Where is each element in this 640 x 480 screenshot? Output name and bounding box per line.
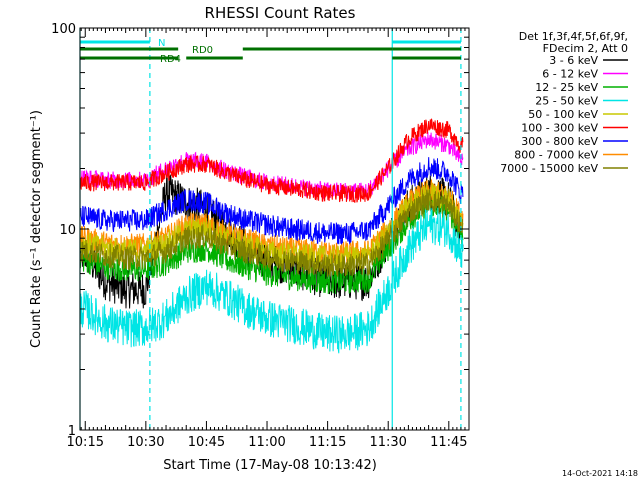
legend-label: 50 - 100 keV — [528, 108, 598, 121]
y-tick-label: 100 — [51, 22, 76, 37]
legend-label: 3 - 6 keV — [549, 54, 598, 67]
legend: Det 1f,3f,4f,5f,6f,9f,FDecim 2, Att 03 -… — [500, 30, 628, 175]
legend-label: 25 - 50 keV — [535, 95, 598, 108]
series-line-1 — [79, 131, 464, 200]
legend-label: 100 - 300 keV — [521, 122, 598, 135]
chart-title: RHESSI Count Rates — [205, 4, 356, 22]
series-layer — [79, 118, 464, 354]
timestamp: 14-Oct-2021 14:18 — [562, 469, 638, 478]
x-axis-label: Start Time (17-May-08 10:13:42) — [163, 458, 377, 473]
series-line-5 — [79, 118, 464, 203]
y-axis-label: Count Rate (s⁻¹ detector segment⁻¹) — [29, 110, 44, 348]
flag-layer: N RD0 RD4 — [80, 38, 461, 65]
series-line-3 — [79, 207, 464, 354]
x-tick-label: 11:00 — [248, 435, 285, 450]
x-tick-label: 11:45 — [430, 435, 467, 450]
series-line-6 — [79, 157, 464, 245]
x-tick-label: 11:30 — [369, 435, 406, 450]
y-tick-label: 1 — [68, 424, 76, 439]
y-axis: 1 10 100 — [51, 22, 469, 439]
x-tick-label: 10:30 — [127, 435, 164, 450]
flag-label-rd4: RD4 — [160, 54, 181, 65]
x-tick-label: 10:45 — [188, 435, 225, 450]
flag-label-n: N — [158, 38, 165, 49]
legend-label: 7000 - 15000 keV — [500, 162, 598, 175]
legend-header: Det 1f,3f,4f,5f,6f,9f, — [519, 30, 628, 43]
y-tick-label: 10 — [59, 223, 76, 238]
legend-label: 12 - 25 keV — [535, 81, 598, 94]
legend-label: 6 - 12 keV — [542, 68, 598, 81]
flag-label-rd0: RD0 — [192, 45, 213, 56]
x-tick-label: 10:15 — [67, 435, 104, 450]
legend-label: 800 - 7000 keV — [514, 149, 598, 162]
series-line-8 — [79, 189, 464, 277]
legend-label: 300 - 800 keV — [521, 135, 598, 148]
series-line-2 — [79, 191, 464, 295]
x-axis: 10:15 10:30 10:45 11:00 11:15 11:30 11:45 — [67, 28, 470, 450]
x-tick-label: 11:15 — [309, 435, 346, 450]
legend-header: FDecim 2, Att 0 — [543, 42, 628, 55]
